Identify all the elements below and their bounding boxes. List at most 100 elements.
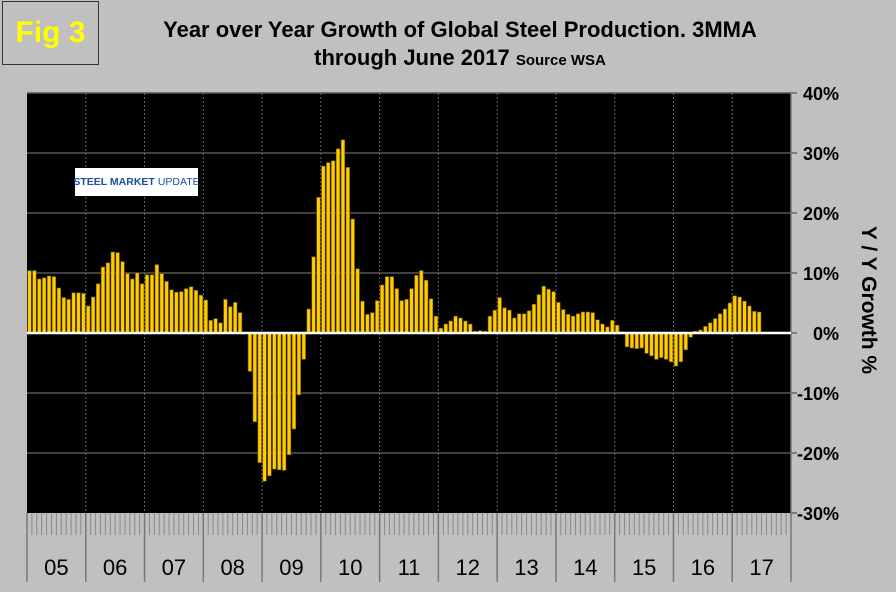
bar [526,310,532,334]
x-tick-label: 14 [573,555,597,580]
bar [208,320,213,334]
bar [659,332,664,358]
y-tick-label: 30% [803,144,839,164]
bar [580,311,586,334]
bar [262,332,267,482]
bar [404,299,409,334]
bar [115,252,120,334]
bar [389,276,395,334]
bar [237,312,243,334]
bar [522,313,527,334]
bar [76,292,81,334]
y-tick-label: 10% [803,264,839,284]
bar [546,288,551,334]
bar [144,274,150,334]
bar [453,315,458,334]
bar [394,288,399,334]
bar [272,332,277,470]
bar [267,332,272,477]
bar [326,162,331,334]
bar [428,298,434,334]
bar [639,332,644,349]
bar [331,160,336,334]
chart-title: Year over Year Growth of Global Steel Pr… [110,16,810,75]
bar [189,286,194,334]
bar [32,270,37,334]
bar [66,299,71,334]
bar [742,300,747,334]
bar [291,332,297,430]
bar [370,312,375,334]
x-tick-label: 08 [220,555,244,580]
bar [306,308,311,334]
title-line-2: through June 2017 Source WSA [110,44,810,75]
bar [502,307,507,334]
y-tick-label: 0% [813,324,839,344]
bar [747,305,752,334]
bar [120,261,125,334]
bar [345,167,350,334]
bar [713,318,718,334]
bar [732,295,737,334]
bar [536,294,541,334]
bar [424,279,429,334]
x-tick-label: 16 [691,555,715,580]
bar [149,274,155,334]
y-tick-label: 20% [803,204,839,224]
bar [507,309,512,334]
bar [247,332,252,372]
bar [257,332,262,463]
bar [610,320,615,334]
bar [81,293,86,334]
bar [384,276,390,334]
bar [380,284,385,334]
bar [37,278,42,334]
bar [566,314,571,334]
bar [664,332,669,360]
title-line-2-text: through June 2017 [314,45,510,70]
bar [595,319,600,334]
plot-area [27,93,791,513]
bar [46,275,52,334]
y-tick-label: 40% [803,84,839,104]
bar [110,251,115,334]
bar [727,302,732,334]
bar [365,314,370,334]
bar [125,273,130,334]
bar [140,283,145,334]
bar [737,296,742,334]
bar [683,332,688,351]
bar [95,283,101,334]
bar [600,323,605,334]
bar [213,318,218,334]
bar [629,332,634,349]
bar [551,291,556,334]
steel-market-update-logo: STEEL MARKET UPDATE [73,168,200,196]
bar [360,300,365,334]
bar [311,256,316,334]
bar [198,294,204,334]
x-tick-label: 13 [514,555,538,580]
bar [61,297,66,334]
x-tick-label: 15 [632,555,656,580]
bar [561,309,566,334]
bar [203,299,208,334]
bar [130,278,135,334]
bar [286,332,292,456]
bar [301,332,306,360]
x-tick-label: 12 [456,555,480,580]
title-line-1: Year over Year Growth of Global Steel Pr… [163,17,757,42]
bar [91,296,96,334]
bar [654,332,659,360]
bar [668,332,674,363]
bar [708,322,713,334]
bar [159,273,164,334]
bar [571,315,576,334]
source-label: Source WSA [515,52,606,69]
bar [590,312,595,334]
bar [717,313,723,334]
bar [350,218,355,334]
bar [375,300,380,334]
bar [752,311,757,334]
y-tick-label: -30% [797,504,839,524]
